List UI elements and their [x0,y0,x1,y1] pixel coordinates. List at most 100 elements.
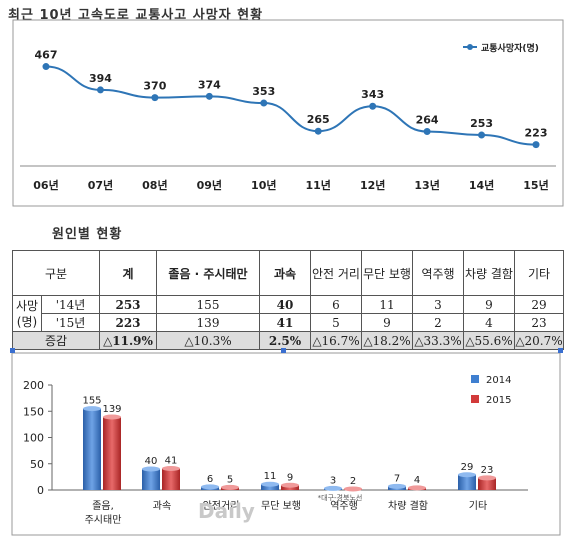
table-header-cell: 계 [99,250,157,296]
table-row: 증감 △11.9% △10.3% 2.5% △16.7% △18.2% △33.… [12,331,564,350]
table-cell: △33.3% [412,331,464,350]
table-cell: 5 [310,313,362,332]
table-cell: △10.3% [156,331,260,350]
table-header-cell: 안전 거리 [310,250,362,296]
selection-handle[interactable] [558,348,563,353]
bar-cap [261,481,279,487]
table-header-cell: 구분 [12,250,100,296]
data-label: 4 [414,475,420,486]
selection-handle[interactable] [281,348,286,353]
data-label: 6 [207,474,213,485]
y-tick-label: 100 [23,432,44,445]
table-header-row: 구분 계 졸음 · 주시태만 과속 안전 거리 무단 보행 역주행 차량 결함 … [12,250,564,296]
data-label: 29 [461,462,474,473]
data-label: 353 [252,85,275,98]
data-label: 11 [264,471,277,482]
table-row: '15년 223 139 41 5 9 2 4 23 [13,313,564,332]
table-header-cell: 역주행 [412,250,464,296]
table-cell: △16.7% [310,331,362,350]
bar-cap [408,485,426,491]
legend-label: 교통사망자(명) [481,42,539,54]
bar-cap [201,484,219,490]
table-cell: 9 [361,313,413,332]
x-tick-label: 주시태만 [85,514,122,526]
y-tick-label: 200 [23,379,44,392]
table-cell: 4 [463,313,515,332]
legend-label: 2015 [486,395,511,406]
table-cell: 23 [514,313,564,332]
data-point [151,94,159,102]
data-point [205,92,213,100]
data-point [42,63,50,71]
x-tick-label: 13년 [414,178,439,192]
x-tick-label: 12년 [360,178,385,192]
x-tick-label: 11년 [306,178,331,192]
table-row: 사망 (명) '14년 253 155 40 6 11 3 9 29 [12,295,564,332]
bar [261,484,279,490]
data-label: 265 [307,113,330,126]
row-label: '15년 [41,313,100,332]
data-point [478,131,486,139]
data-label: 370 [143,80,166,93]
data-label: 23 [481,465,494,476]
table-header-cell: 무단 보행 [361,250,413,296]
footnote: *대구-경북노선 [318,493,363,502]
table-cell: 6 [310,295,362,314]
data-label: 223 [525,127,548,140]
data-label: 40 [145,456,158,467]
chart-title: 최근 10년 고속도로 교통사고 사망자 현황 [8,8,264,23]
y-tick-label: 50 [30,458,44,471]
table-cell: 253 [99,295,157,314]
y-tick-label: 150 [23,405,44,418]
table-header-cell: 졸음 · 주시태만 [156,250,260,296]
selection-handle[interactable] [10,348,15,353]
table-cell: △20.7% [514,331,564,350]
data-label: 264 [416,114,439,127]
table-header-cell: 차량 결함 [463,250,515,296]
data-label: 343 [361,88,384,101]
bar-cap [142,466,160,472]
bar-cap [388,483,406,489]
x-tick-label: 06년 [33,178,58,192]
table-cell: 2.5% [259,331,311,350]
x-tick-label: 14년 [469,178,494,192]
data-point [96,86,104,94]
bar-cap [162,465,180,471]
table-cell: 3 [412,295,464,314]
row-group-label: 사망 (명) [12,295,42,332]
table-cell: 155 [156,295,260,314]
x-tick-label: 졸음, [92,500,114,512]
table-cell: 41 [259,313,311,332]
bar [142,469,160,490]
data-point [423,128,431,136]
data-label: 139 [102,404,121,415]
watermark: Daily [198,499,255,523]
line-chart: 467 394 370 374 353 265 343 264 253 223 06년 07년 08년 0… [12,19,564,207]
table-cell: △55.6% [463,331,515,350]
data-point [532,141,540,149]
bar [162,468,180,490]
x-tick-label: 07년 [88,178,113,192]
series-line [45,65,537,146]
x-tick-label: 10년 [251,178,276,192]
table-header-cell: 과속 [259,250,311,296]
bar-cap [344,486,362,492]
bar [458,474,476,490]
data-label: 2 [350,476,356,487]
bar-cap [281,482,299,488]
x-tick-label: 역주행 [330,500,358,512]
data-label: 155 [82,396,101,407]
data-label: 9 [287,472,293,483]
x-tick-label: 차량 결함 [388,500,428,512]
data-label: 374 [198,78,221,91]
table-cell: 2 [412,313,464,332]
row-label: 증감 [12,331,100,350]
x-tick-label: 15년 [523,178,548,192]
row-label: '14년 [41,295,100,314]
bar-cap [103,414,121,420]
cause-table: 구분 계 졸음 · 주시태만 과속 안전 거리 무단 보행 역주행 차량 결함 … [12,250,564,350]
bar-cap [324,485,342,491]
x-tick-label: 무단 보행 [261,500,301,512]
table-cell: 9 [463,295,515,314]
